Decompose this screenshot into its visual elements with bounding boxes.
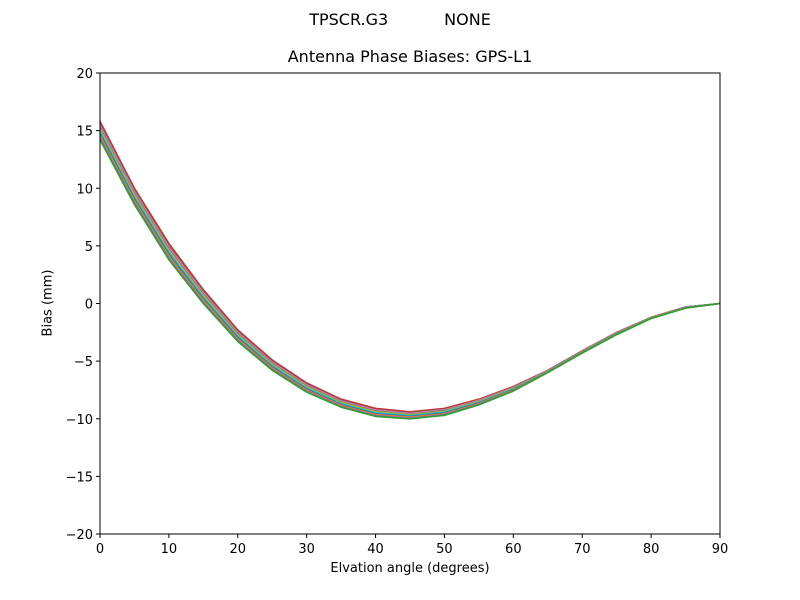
axes: 0 10 20 30 40 50 60 70 80 90 −20 −15 −10 −5 0 5 10 15 20 [66,67,729,557]
y-tick-label: −10 [66,413,93,428]
series-line [99,131,721,417]
y-tick-label: 0 [85,298,93,313]
data-band [99,121,721,420]
antenna-name: TPSCR.G3 [309,10,389,29]
x-tick-label: 60 [505,542,522,557]
y-tick-label: −15 [66,470,93,485]
x-tick-label: 40 [367,542,384,557]
x-tick-label: 80 [643,542,660,557]
x-tick-label: 90 [712,542,729,557]
series-line [99,139,721,420]
series-line [99,125,721,415]
x-tick-label: 50 [436,542,453,557]
chart-title: Antenna Phase Biases: GPS-L1 [287,47,533,66]
x-tick-label: 20 [230,542,247,557]
x-tick-label: 0 [96,542,104,557]
series-line [99,123,721,414]
x-tick-label: 70 [574,542,591,557]
series-line [99,129,721,416]
figure-suptitle: TPSCR.G3 NONE [0,10,800,29]
y-tick-label: 15 [76,125,93,140]
series-line [99,127,721,415]
y-tick-label: −20 [66,528,93,543]
y-tick-label: −5 [74,355,93,370]
y-tick-label: 5 [85,240,93,255]
axes-frame [99,72,721,535]
series-line [99,121,721,413]
y-tick-label: 10 [76,182,93,197]
y-tick-label: 20 [76,67,93,82]
x-tick-label: 10 [161,542,178,557]
x-tick-label: 30 [298,542,315,557]
radome-name: NONE [444,10,491,29]
x-axis-label: Elvation angle (degrees) [330,561,490,576]
